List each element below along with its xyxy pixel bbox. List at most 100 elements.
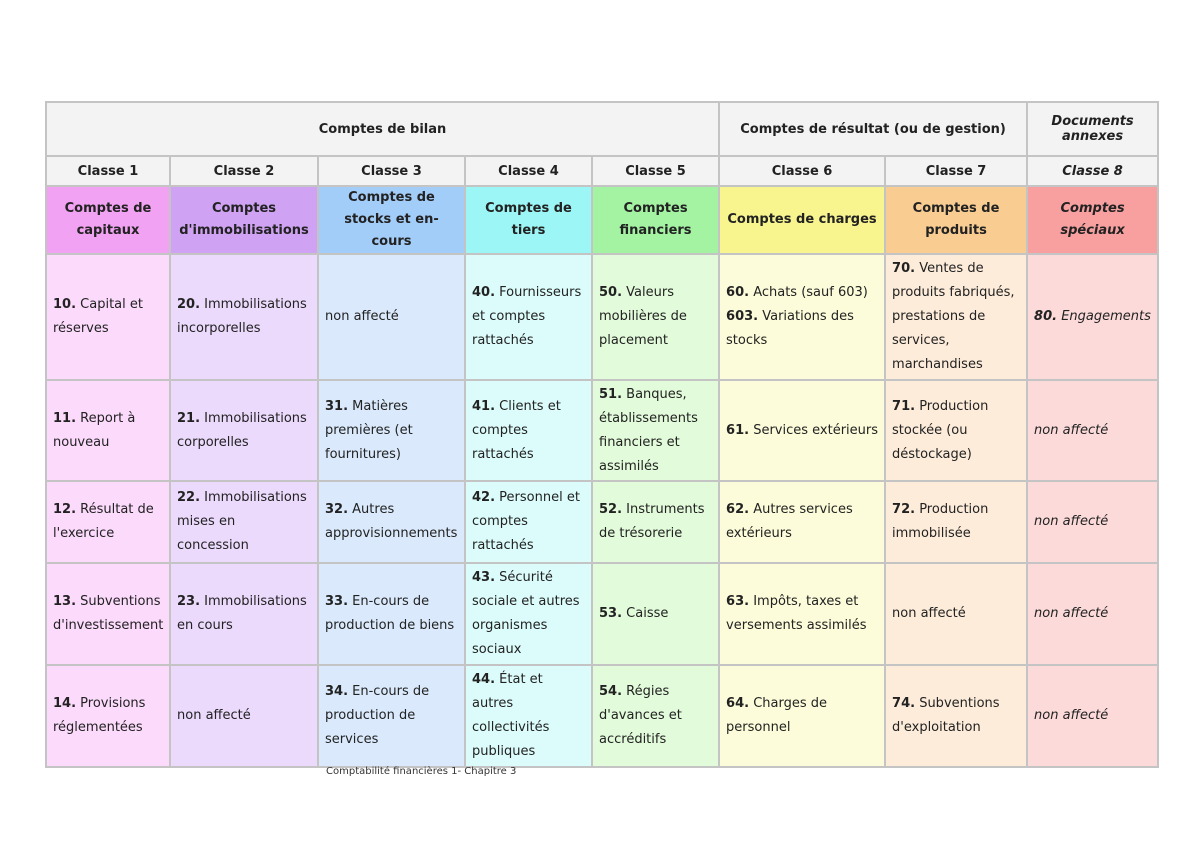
account-number: 74. xyxy=(892,696,916,711)
account-number: 32. xyxy=(325,502,349,517)
account-number: 62. xyxy=(726,502,750,517)
account-label: non affecté xyxy=(1034,514,1109,529)
account-number: 60. xyxy=(726,285,750,300)
account-cell: 23. Immobilisations en cours xyxy=(169,562,319,666)
account-number: 34. xyxy=(325,684,349,699)
account-cell: 31. Matières premières (et fournitures) xyxy=(317,379,466,482)
account-label: Personnel et comptes rattachés xyxy=(472,490,580,553)
account-number: 53. xyxy=(599,606,623,621)
account-label: En-cours de production de biens xyxy=(325,594,455,633)
account-cell: non affecté xyxy=(1026,379,1160,482)
account-cell: 51. Banques, établissements financiers e… xyxy=(590,379,721,482)
account-number: 71. xyxy=(892,398,916,414)
account-cell: 80. Engagements xyxy=(1026,253,1160,381)
class-header-4: Classe 4 xyxy=(464,155,593,187)
account-label: Valeurs mobilières de placement xyxy=(599,285,687,348)
account-label: non affecté xyxy=(177,708,251,723)
class-title-5: Comptes financiers xyxy=(590,185,721,255)
class-title-8: Comptes spéciaux xyxy=(1026,185,1160,255)
account-cell: 50. Valeurs mobilières de placement xyxy=(590,253,721,381)
account-cell: 40. Fournisseurs et comptes rattachés xyxy=(464,253,593,381)
account-label: Banques, établissements financiers et as… xyxy=(599,386,698,474)
account-number: 50. xyxy=(599,285,623,300)
account-number: 23. xyxy=(177,594,201,609)
class-header-6: Classe 6 xyxy=(718,155,887,187)
account-cell: 70. Ventes de produits fabriqués, presta… xyxy=(884,253,1029,381)
chart-of-accounts-table: Comptes de bilan Comptes de résultat (ou… xyxy=(44,101,1160,768)
account-cell: 60. Achats (sauf 603) 603. Variations des… xyxy=(718,253,887,381)
account-label: Report à nouveau xyxy=(53,410,136,450)
account-label: non affecté xyxy=(325,309,399,324)
account-label: Régies d'avances et accréditifs xyxy=(599,684,682,747)
account-label: Subventions d'investissement xyxy=(53,594,164,633)
class-header-3: Classe 3 xyxy=(317,155,466,187)
table-row: 14. Provisions réglementées non affecté 34… xyxy=(45,664,1160,768)
account-cell: non affecté xyxy=(884,562,1029,666)
group-annexes: Documents annexes xyxy=(1026,101,1160,157)
account-cell: 71. Production stockée (ou déstockage) xyxy=(884,379,1029,482)
account-label: Impôts, taxes et versements assimilés xyxy=(726,594,867,633)
account-label: Immobilisations en cours xyxy=(177,594,307,633)
account-cell: 44. État et autres collectivités publiqu… xyxy=(464,664,593,768)
table-row: 11. Report à nouveau 21. Immobilisations … xyxy=(45,379,1160,482)
account-label: Achats (sauf 603) xyxy=(749,285,868,300)
account-cell: 74. Subventions d'exploitation xyxy=(884,664,1029,768)
account-number: 14. xyxy=(53,696,77,711)
account-cell: 72. Production immobilisée xyxy=(884,480,1029,564)
account-number: 64. xyxy=(726,696,750,711)
account-number: 603. xyxy=(726,309,759,324)
class-title-row: Comptes de capitaux Comptes d'immobilisat… xyxy=(45,185,1160,255)
account-cell: 41. Clients et comptes rattachés xyxy=(464,379,593,482)
account-number: 41. xyxy=(472,398,496,414)
account-cell: 13. Subventions d'investissement xyxy=(45,562,171,666)
class-title-6: Comptes de charges xyxy=(718,185,887,255)
account-number: 20. xyxy=(177,297,201,312)
account-number: 31. xyxy=(325,398,349,414)
account-label: Subventions d'exploitation xyxy=(892,696,1000,735)
account-label: Variations des stocks xyxy=(726,309,854,348)
account-cell: 11. Report à nouveau xyxy=(45,379,171,482)
account-label: Production stockée (ou déstockage) xyxy=(892,398,989,462)
class-title-3: Comptes de stocks et en-cours xyxy=(317,185,466,255)
account-cell: 63. Impôts, taxes et versements assimilé… xyxy=(718,562,887,666)
account-label: Immobilisations corporelles xyxy=(177,410,307,450)
account-cell: non affecté xyxy=(169,664,319,768)
account-cell: non affecté xyxy=(1026,664,1160,768)
account-cell: non affecté xyxy=(317,253,466,381)
account-label: non affecté xyxy=(1034,606,1109,621)
account-label: Production immobilisée xyxy=(892,502,989,541)
account-number: 12. xyxy=(53,502,77,517)
account-number: 61. xyxy=(726,422,750,438)
account-label: Engagements xyxy=(1057,309,1151,324)
account-label: non affecté xyxy=(1034,422,1109,438)
account-label: Résultat de l'exercice xyxy=(53,502,154,541)
account-cell: 61. Services extérieurs xyxy=(718,379,887,482)
account-number: 33. xyxy=(325,594,349,609)
account-cell: 12. Résultat de l'exercice xyxy=(45,480,171,564)
account-cell: 62. Autres services extérieurs xyxy=(718,480,887,564)
group-bilan: Comptes de bilan xyxy=(44,101,721,157)
account-number: 44. xyxy=(472,672,496,687)
account-label: Caisse xyxy=(622,606,669,621)
account-cell: 43. Sécurité sociale et autres organisme… xyxy=(464,562,593,666)
account-cell: 64. Charges de personnel xyxy=(718,664,887,768)
account-number: 13. xyxy=(53,594,77,609)
account-label: Immobilisations mises en concession xyxy=(177,490,307,553)
account-cell: 14. Provisions réglementées xyxy=(45,664,171,768)
table-row: 10. Capital et réserves 20. Immobilisatio… xyxy=(45,253,1160,381)
account-label: État et autres collectivités publiques xyxy=(472,672,550,759)
account-label: Clients et comptes rattachés xyxy=(472,398,561,462)
account-number: 72. xyxy=(892,502,916,517)
account-label: Autres approvisionnements xyxy=(325,502,458,541)
class-title-7: Comptes de produits xyxy=(884,185,1029,255)
account-cell: 52. Instruments de trésorerie xyxy=(590,480,721,564)
class-title-1: Comptes de capitaux xyxy=(45,185,171,255)
account-cell: 20. Immobilisations incorporelles xyxy=(169,253,319,381)
class-header-row: Classe 1 Classe 2 Classe 3 Classe 4 Classe 5… xyxy=(45,155,1160,187)
class-header-7: Classe 7 xyxy=(884,155,1029,187)
account-number: 21. xyxy=(177,410,201,426)
account-number: 11. xyxy=(53,410,77,426)
class-header-2: Classe 2 xyxy=(169,155,319,187)
account-label: Capital et réserves xyxy=(53,297,143,336)
account-number: 70. xyxy=(892,261,916,276)
